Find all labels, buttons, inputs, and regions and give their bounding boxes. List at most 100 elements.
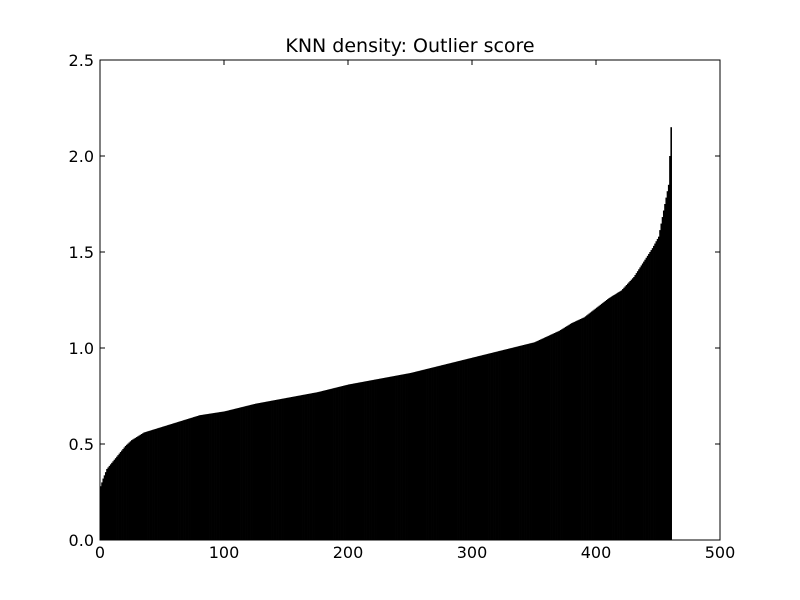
bar <box>588 313 591 540</box>
bar <box>251 404 253 540</box>
bar <box>197 415 200 540</box>
bar <box>610 296 613 540</box>
bar <box>441 365 443 540</box>
bar <box>423 369 426 540</box>
bar <box>572 322 575 540</box>
bar <box>648 253 650 541</box>
bar <box>314 392 317 540</box>
bar <box>128 442 131 540</box>
bar <box>557 331 560 540</box>
bar <box>338 386 340 540</box>
bar <box>563 327 566 540</box>
bar <box>367 380 370 540</box>
bar <box>474 356 477 540</box>
bar <box>598 305 601 540</box>
bar <box>458 360 460 540</box>
bar <box>470 357 473 540</box>
bar <box>104 472 107 540</box>
bar <box>179 421 181 540</box>
bar <box>250 404 252 540</box>
bar <box>553 333 556 540</box>
bar <box>667 184 670 541</box>
bar <box>452 362 454 540</box>
bar <box>175 422 178 540</box>
bar <box>597 306 599 540</box>
bar <box>478 356 480 540</box>
bar <box>362 381 365 540</box>
bar <box>476 356 479 540</box>
bar <box>486 353 489 540</box>
bar <box>576 320 578 540</box>
bar <box>480 355 483 540</box>
bar <box>467 358 469 540</box>
bar <box>191 417 194 540</box>
bar <box>538 339 541 540</box>
bar <box>359 382 361 540</box>
bar <box>330 388 333 540</box>
bar <box>414 371 417 540</box>
bar <box>176 422 179 540</box>
bar <box>165 425 168 540</box>
bar <box>558 330 561 540</box>
bar <box>661 217 664 540</box>
bar <box>108 465 111 540</box>
bar <box>465 359 468 540</box>
bar <box>207 413 210 540</box>
bar <box>503 349 505 540</box>
chart-title: KNN density: Outlier score <box>285 35 534 57</box>
bar <box>568 324 571 540</box>
bar <box>181 420 184 540</box>
bar <box>232 409 235 540</box>
bar <box>504 349 506 540</box>
bar <box>511 347 514 540</box>
bar <box>371 380 374 540</box>
bar <box>439 365 442 540</box>
bar <box>248 405 251 540</box>
bar <box>290 397 293 540</box>
bar <box>468 358 470 540</box>
bar <box>582 317 584 540</box>
bar <box>377 378 380 540</box>
bar <box>545 337 547 540</box>
bar <box>581 318 583 540</box>
y-tick-label: 0.0 <box>69 531 94 550</box>
bar <box>252 404 255 540</box>
bar <box>424 369 427 540</box>
bar <box>665 197 668 540</box>
bar <box>453 362 455 540</box>
bar <box>490 352 493 540</box>
bar <box>535 341 537 540</box>
bar <box>259 402 262 540</box>
bar <box>196 415 199 540</box>
bar <box>530 343 532 540</box>
bar <box>596 307 598 540</box>
bar <box>670 127 672 540</box>
bar <box>550 334 552 540</box>
bar <box>117 455 119 540</box>
bar <box>312 393 314 540</box>
bar <box>543 337 546 540</box>
bar <box>164 425 167 540</box>
bar <box>383 377 386 540</box>
bar <box>261 402 263 540</box>
bar <box>624 286 627 540</box>
bar <box>127 443 129 540</box>
bar <box>479 355 482 540</box>
bar <box>173 423 175 540</box>
bar <box>382 378 385 540</box>
bar <box>609 297 612 540</box>
bar <box>235 408 237 540</box>
bar <box>257 403 260 540</box>
bar <box>396 375 398 540</box>
bar <box>100 486 102 540</box>
bar <box>113 459 116 540</box>
bar <box>233 408 236 540</box>
bar <box>627 283 629 540</box>
bar <box>422 369 424 540</box>
bar <box>460 360 463 540</box>
bar <box>454 361 457 540</box>
bar <box>190 417 193 540</box>
bar <box>224 411 226 540</box>
bar <box>279 399 282 540</box>
bar <box>556 331 558 540</box>
